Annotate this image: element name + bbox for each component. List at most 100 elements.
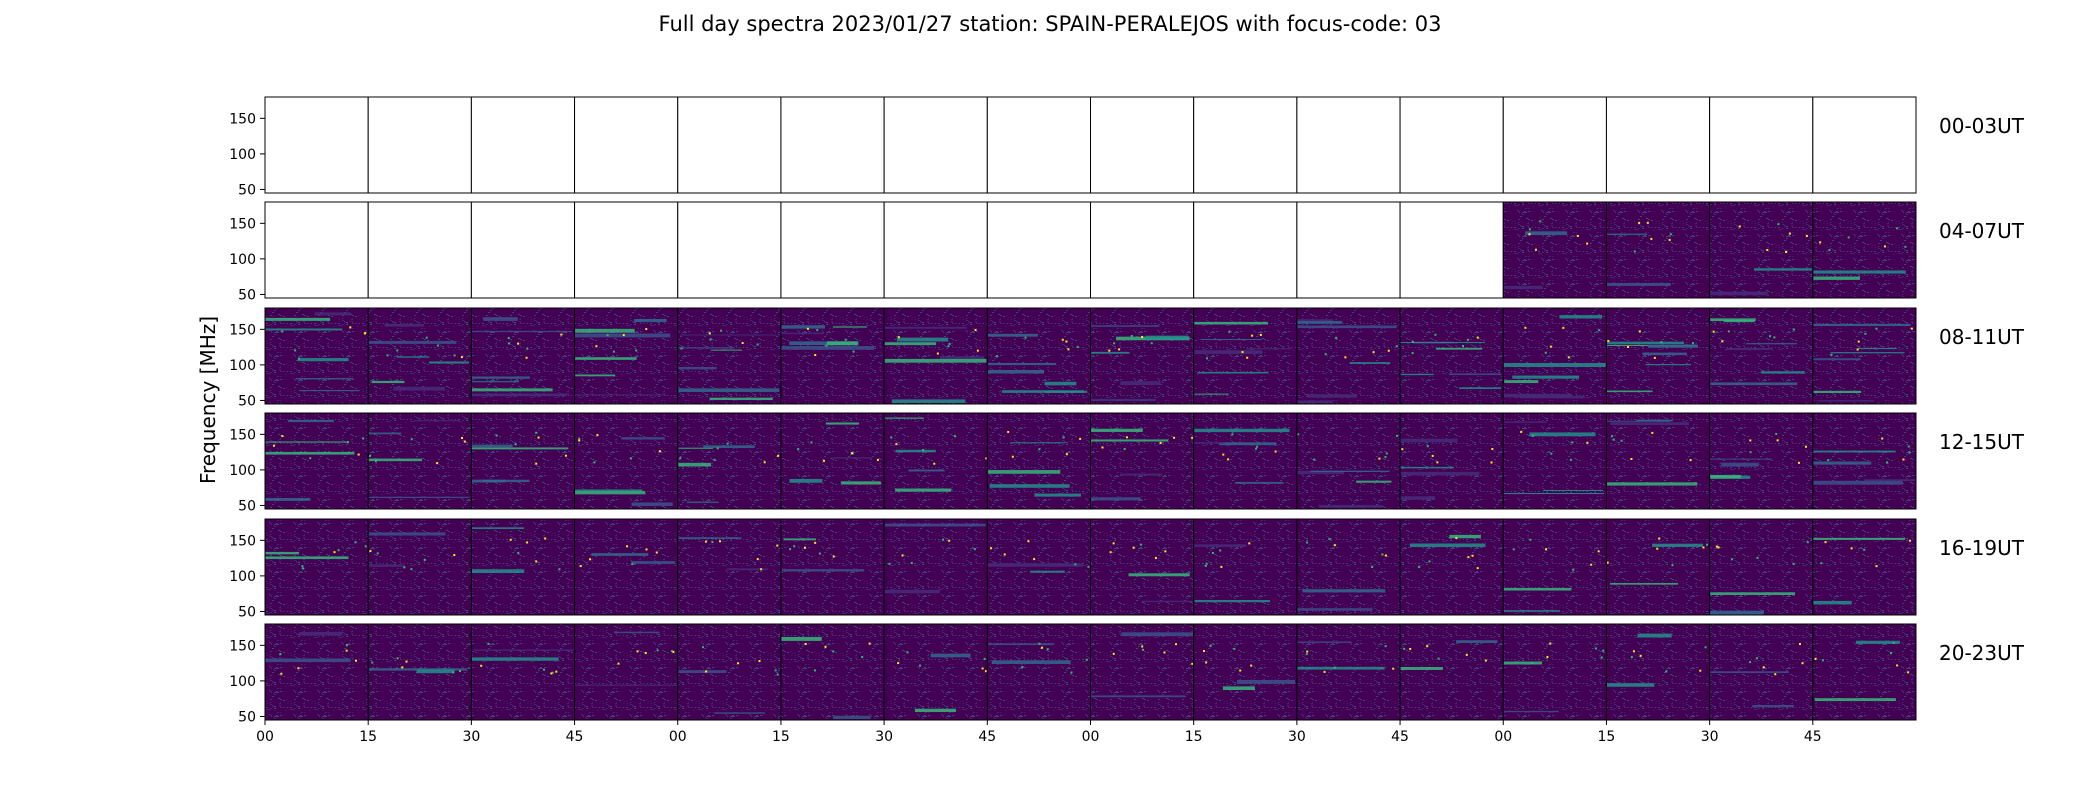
signal-dot (1756, 556, 1759, 559)
rfi-band (1400, 667, 1443, 670)
empty-spectrum (1193, 202, 1297, 298)
signal-dot (487, 642, 490, 645)
signal-dot (777, 454, 780, 457)
y-tick-label: 150 (229, 322, 256, 338)
rfi-band (1459, 387, 1502, 389)
spectrum-fill (265, 413, 369, 509)
rfi-band (314, 312, 351, 316)
rfi-band (710, 349, 742, 351)
signal-dot (1562, 326, 1565, 329)
signal-dot (1630, 457, 1633, 460)
signal-dot (1392, 667, 1395, 670)
empty-spectrum (884, 202, 988, 298)
rfi-band (1193, 442, 1225, 444)
signal-dot (410, 568, 413, 571)
signal-dot (1220, 565, 1223, 568)
signal-dot (1721, 340, 1724, 343)
x-tick-label: 45 (978, 729, 996, 745)
spectrum-fill (1400, 413, 1504, 509)
spectrum-panel (470, 96, 576, 194)
empty-spectrum (1296, 202, 1401, 298)
spectrum-fill (884, 413, 988, 509)
signal-dot (453, 354, 456, 357)
spectrum-fill (780, 413, 885, 509)
rfi-band (1296, 470, 1345, 475)
rfi-band (1449, 534, 1481, 539)
signal-dot (517, 551, 520, 554)
rfi-band (1503, 587, 1572, 591)
rfi-band (789, 341, 857, 346)
spectrum-panel (1090, 518, 1195, 616)
signal-dot (1856, 348, 1859, 351)
empty-spectrum (677, 202, 781, 298)
rfi-band (703, 445, 755, 449)
signal-dot (803, 546, 806, 549)
signal-dot (1476, 567, 1479, 570)
signal-dot (1656, 547, 1659, 550)
spectrum-fill (780, 308, 885, 404)
signal-dot (1255, 447, 1258, 450)
empty-spectrum (368, 202, 472, 298)
signal-dot (656, 649, 659, 652)
rfi-band (1193, 321, 1268, 325)
x-tick-label: 15 (1598, 729, 1616, 745)
rfi-band (1120, 381, 1161, 386)
signal-dot (535, 462, 538, 465)
rfi-band (783, 538, 817, 541)
signal-dot (507, 337, 510, 340)
signal-dot (514, 443, 517, 446)
signal-dot (1437, 657, 1440, 660)
spectrum-panel (1296, 518, 1401, 616)
spectrum-panel (1709, 518, 1814, 616)
rfi-band (908, 469, 945, 472)
signal-dot (1611, 435, 1614, 438)
spectrum-fill (1606, 202, 1710, 298)
spectrum-fill (677, 413, 781, 509)
spectrum-panel (1812, 412, 1917, 510)
spectrum-panel (677, 201, 782, 299)
signal-dot (1228, 330, 1231, 333)
rfi-band (574, 684, 677, 686)
spectrum-fill (471, 624, 575, 720)
signal-dot (797, 448, 800, 451)
spectrum-panel (1605, 518, 1711, 616)
signal-dot (1712, 330, 1715, 333)
spectrum-panel (1605, 96, 1711, 194)
x-tick-label: 00 (1082, 729, 1100, 745)
rfi-band (1010, 442, 1066, 444)
signal-dot (1490, 461, 1493, 464)
signal-dot (1590, 563, 1593, 566)
signal-dot (279, 653, 282, 656)
signal-dot (517, 342, 520, 345)
signal-dot (1411, 340, 1414, 343)
rfi-band (1606, 282, 1671, 287)
signal-dot (1112, 542, 1115, 545)
rfi-band (780, 332, 824, 335)
spectrum-panel (574, 623, 679, 721)
signal-dot (1046, 648, 1049, 651)
rfi-band (1814, 698, 1896, 702)
signal-dot (1607, 339, 1610, 342)
signal-dot (922, 448, 925, 451)
signal-dot (919, 664, 922, 667)
rfi-band (1145, 335, 1189, 340)
signal-dot (756, 558, 759, 561)
signal-dot (704, 540, 707, 543)
rfi-band (1141, 600, 1193, 603)
signal-dot (954, 435, 957, 438)
rfi-band (265, 556, 349, 560)
rfi-band (1812, 390, 1862, 393)
spectrum-panel (1399, 412, 1504, 510)
spectrum-panel (1193, 96, 1298, 194)
rfi-band (1194, 600, 1271, 603)
spectrum-panel (780, 201, 885, 299)
rfi-band (1296, 666, 1385, 670)
signal-dot (1627, 345, 1630, 348)
rfi-band (1090, 399, 1156, 401)
rfi-band (1754, 268, 1813, 271)
signal-dot (1076, 345, 1079, 348)
rfi-band (574, 394, 666, 396)
spectrum-panel (1812, 518, 1917, 616)
spectrum-panel (1812, 201, 1917, 299)
signal-dot (774, 669, 777, 672)
